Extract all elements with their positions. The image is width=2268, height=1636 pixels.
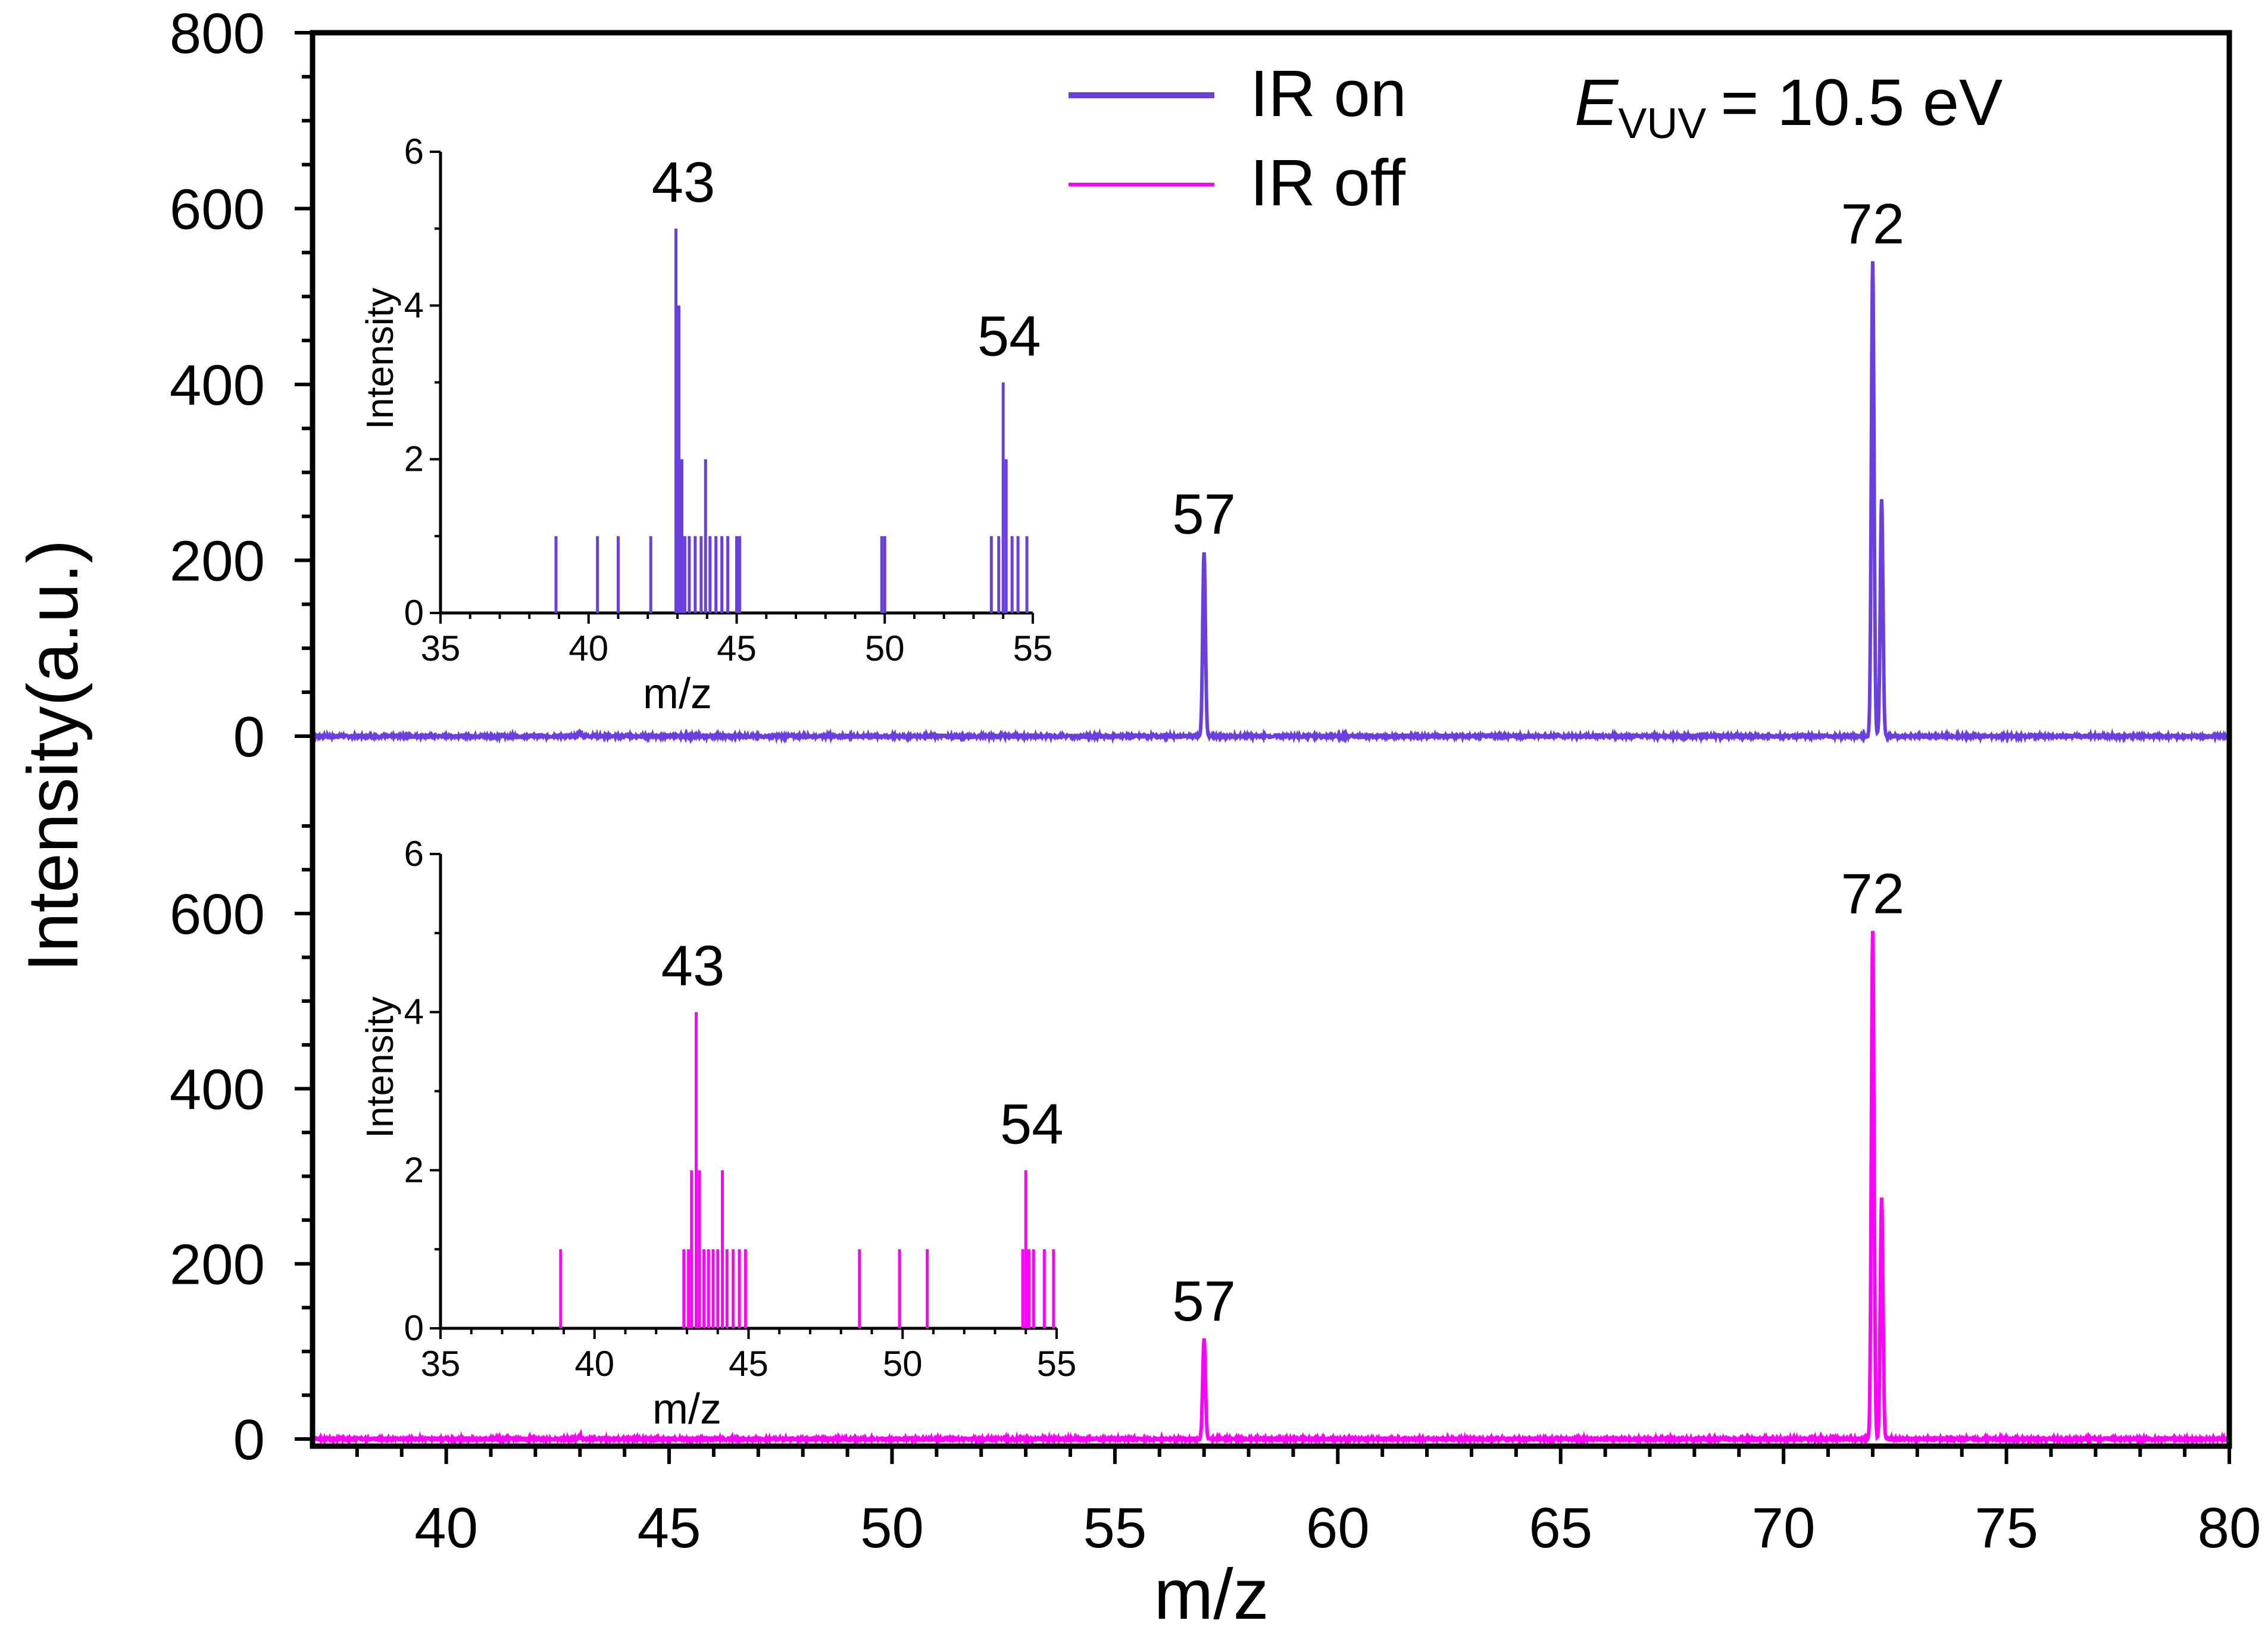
inset-y-tick-label: 2 <box>404 1150 424 1190</box>
inset-peak-label: 54 <box>1000 1092 1064 1156</box>
y-tick-label: 600 <box>170 883 265 946</box>
y-tick-label: 0 <box>233 705 265 769</box>
energy-subscript: VUV <box>1618 100 1706 148</box>
inset-peak-label: 43 <box>661 934 725 998</box>
spectrum-line-ir-on <box>311 261 2231 745</box>
y-tick-label: 200 <box>170 1233 265 1297</box>
inset-x-axis-label: m/z <box>652 1385 721 1433</box>
inset-chart: 35 40 45 50 55 0 2 4 6 m/z Intensity 43 54 <box>358 132 1052 718</box>
inset-y-tick-label: 6 <box>404 132 424 171</box>
inset-x-tick-label: 45 <box>729 1344 769 1384</box>
energy-annotation: EVUV = 10.5 eV <box>1575 66 2003 148</box>
inset-y-tick-label: 4 <box>404 285 424 325</box>
y-tick-label: 800 <box>170 2 265 65</box>
legend: IR on IR off <box>1069 57 1407 220</box>
plot-frame <box>310 30 2232 1449</box>
spectrum-line-ir-off <box>311 931 2230 1447</box>
inset-x-tick-label: 35 <box>421 628 461 668</box>
energy-symbol: E <box>1575 66 1619 139</box>
peak-label: 57 <box>1172 1269 1236 1333</box>
inset-x-tick-label: 35 <box>421 1344 461 1384</box>
x-tick-label: 50 <box>860 1496 924 1560</box>
x-tick-label: 70 <box>1752 1496 1816 1560</box>
legend-label-ir-off: IR off <box>1250 146 1405 220</box>
inset-chart: 35 40 45 50 55 0 2 4 6 m/z Intensity 43 54 <box>358 834 1076 1433</box>
y-axis-label: Intensity(a.u.) <box>13 540 93 972</box>
x-tick-label: 55 <box>1083 1496 1147 1560</box>
x-tick-label: 65 <box>1529 1496 1592 1560</box>
inset-y-axis-label: Intensity <box>358 287 401 429</box>
inset-x-tick-label: 55 <box>1013 628 1053 668</box>
energy-value: = 10.5 eV <box>1720 66 2003 139</box>
x-tick-label: 80 <box>2198 1496 2261 1560</box>
inset-y-tick-label: 0 <box>404 1308 424 1348</box>
y-tick-label: 600 <box>170 178 265 242</box>
inset-x-axis-label: m/z <box>643 670 712 718</box>
inset-y-tick-label: 6 <box>404 834 424 874</box>
x-tick-label: 60 <box>1306 1496 1370 1560</box>
inset-x-tick-label: 40 <box>574 1344 614 1384</box>
x-tick-label: 45 <box>638 1496 701 1560</box>
y-tick-label: 0 <box>233 1408 265 1472</box>
peak-label: 72 <box>1841 862 1905 925</box>
peak-label: 57 <box>1172 483 1236 546</box>
y-tick-label: 400 <box>170 354 265 417</box>
x-tick-label: 75 <box>1975 1496 2038 1560</box>
inset-peak-label: 54 <box>977 305 1041 368</box>
inset-x-tick-label: 40 <box>568 628 608 668</box>
inset-x-tick-label: 50 <box>865 628 905 668</box>
peak-label: 72 <box>1841 192 1905 256</box>
y-tick-label: 400 <box>170 1058 265 1121</box>
y-tick-label: 200 <box>170 530 265 593</box>
inset-y-tick-label: 2 <box>404 439 424 479</box>
inset-y-axis-label: Intensity <box>358 996 401 1138</box>
svg-text:EVUV= 10.5 eV: EVUV = 10.5 eV <box>1575 66 2003 148</box>
x-axis-label: m/z <box>1154 1554 1269 1634</box>
inset-y-tick-label: 0 <box>404 593 424 633</box>
x-tick-label: 40 <box>414 1496 478 1560</box>
inset-x-tick-label: 55 <box>1037 1344 1077 1384</box>
legend-label-ir-on: IR on <box>1250 57 1407 130</box>
inset-peak-label: 43 <box>652 151 716 214</box>
inset-x-tick-label: 50 <box>883 1344 923 1384</box>
inset-y-tick-label: 4 <box>404 992 424 1032</box>
inset-x-tick-label: 45 <box>717 628 757 668</box>
